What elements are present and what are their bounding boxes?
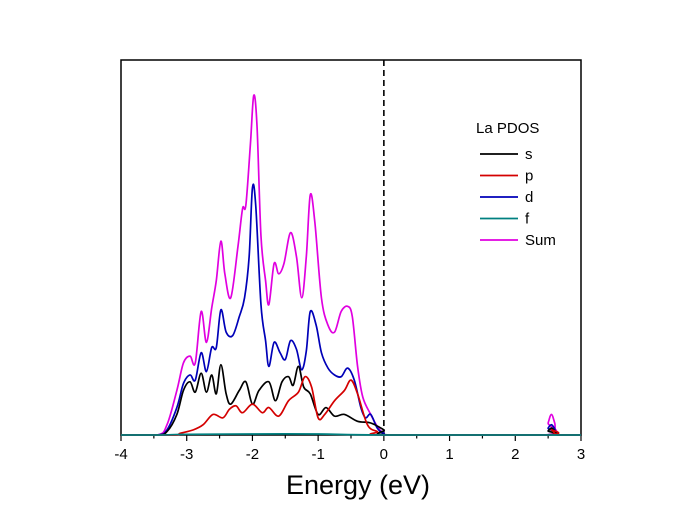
legend-label-sum: Sum (525, 232, 556, 249)
x-tick-label: -3 (180, 446, 193, 463)
x-tick-label: -4 (114, 446, 127, 463)
x-tick-label: -1 (311, 446, 324, 463)
x-axis-title: Energy (eV) (286, 470, 430, 500)
legend-label-f: f (525, 211, 530, 228)
series-layer (121, 94, 581, 436)
x-tick-label: 3 (577, 446, 585, 463)
legend-label-s: s (525, 146, 533, 163)
x-tick-label: -2 (246, 446, 259, 463)
series-line-p (121, 375, 581, 436)
x-tick-label: 2 (511, 446, 519, 463)
x-tick-label: 1 (445, 446, 453, 463)
series-line-sum (121, 94, 581, 436)
legend-label-p: p (525, 168, 533, 185)
legend-label-d: d (525, 189, 533, 206)
series-line-d (121, 183, 581, 436)
series-line-f (121, 433, 581, 436)
axis-ticks (120, 435, 582, 441)
legend-title: La PDOS (476, 120, 539, 137)
x-tick-label: 0 (380, 446, 388, 463)
plot-frame (120, 59, 582, 436)
x-tick-labels: -4 -3 -2 -1 0 1 2 3 (114, 446, 585, 463)
